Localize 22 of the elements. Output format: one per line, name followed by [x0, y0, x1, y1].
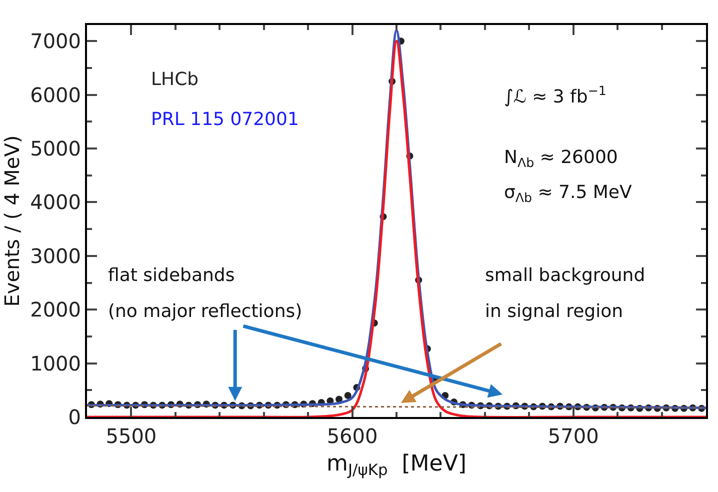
y-tick-label: 2000 — [30, 298, 81, 322]
annotation: σ$_{Λb}$ ≈ 7.5 MeV — [504, 182, 633, 205]
x-axis-title: m$_{J/ψKp}$ [MeV] — [326, 451, 466, 480]
x-tick-label: 5500 — [106, 424, 157, 448]
annotation: N$_{Λb}$ ≈ 26000 — [504, 147, 618, 170]
y-tick-label: 3000 — [30, 244, 81, 268]
x-tick-label: 5700 — [548, 424, 599, 448]
y-tick-label: 5000 — [30, 136, 81, 161]
annotation: in signal region — [485, 301, 624, 322]
y-axis-title: Events / ( 4 MeV) — [0, 135, 24, 307]
annotation: ∫ℒ ≈ 3 fb$^{−1}$ — [504, 83, 606, 108]
annotation: PRL 115 072001 — [151, 109, 299, 130]
y-tick-label: 6000 — [30, 82, 81, 107]
annotation: flat sidebands — [108, 265, 235, 286]
x-tick-label: 5600 — [326, 424, 378, 448]
annotation: LHCb — [151, 69, 199, 90]
annotation: small background — [485, 265, 646, 286]
y-tick-label: 7000 — [30, 29, 81, 54]
y-tick-label: 4000 — [30, 190, 81, 214]
y-tick-label: 0 — [68, 405, 81, 429]
annotation: (no major reflections) — [108, 301, 302, 322]
y-tick-label: 1000 — [30, 351, 81, 376]
